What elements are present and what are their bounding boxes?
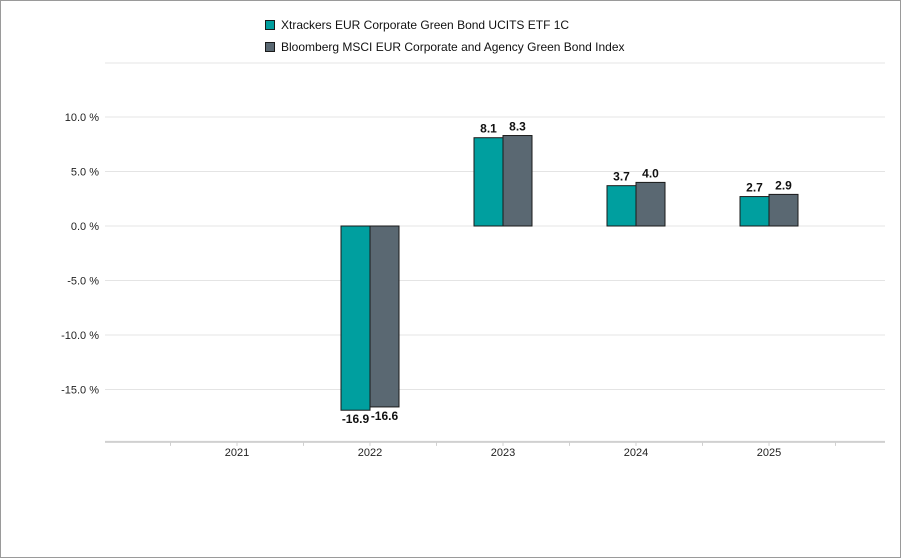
legend-label-index: Bloomberg MSCI EUR Corporate and Agency … bbox=[281, 40, 625, 54]
legend-swatch-etf bbox=[265, 20, 275, 30]
bar-series-0 bbox=[340, 225, 371, 411]
y-tick-label: -15.0 % bbox=[61, 385, 99, 397]
y-tick-label: -10.0 % bbox=[61, 330, 99, 342]
bar-series-0 bbox=[739, 196, 770, 227]
data-label: -16.6 bbox=[371, 409, 399, 423]
data-label: 3.7 bbox=[613, 170, 630, 184]
legend-item-etf: Xtrackers EUR Corporate Green Bond UCITS… bbox=[265, 18, 569, 32]
y-tick-label: 10.0 % bbox=[65, 112, 99, 124]
legend-label-etf: Xtrackers EUR Corporate Green Bond UCITS… bbox=[281, 18, 570, 32]
y-tick-label: 0.0 % bbox=[71, 221, 99, 233]
bar-series-0 bbox=[473, 137, 504, 227]
bar-series-1 bbox=[369, 225, 400, 408]
x-tick-label: 2023 bbox=[491, 447, 515, 459]
legend-item-index: Bloomberg MSCI EUR Corporate and Agency … bbox=[265, 40, 625, 54]
data-label: 4.0 bbox=[642, 166, 659, 180]
data-label: 8.3 bbox=[509, 120, 526, 134]
legend-swatch-index bbox=[265, 42, 275, 52]
bar-series-1 bbox=[502, 135, 533, 227]
x-tick-label: 2025 bbox=[757, 447, 781, 459]
bar-series-0 bbox=[606, 185, 637, 227]
data-label: 2.7 bbox=[746, 181, 763, 195]
data-label: 2.9 bbox=[775, 178, 792, 192]
y-tick-label: -5.0 % bbox=[67, 276, 99, 288]
x-tick-label: 2024 bbox=[624, 447, 648, 459]
data-label: 8.1 bbox=[480, 122, 497, 136]
bar-series-1 bbox=[768, 193, 799, 227]
x-tick-label: 2021 bbox=[225, 447, 249, 459]
bar-series-1 bbox=[635, 181, 666, 227]
x-tick-label: 2022 bbox=[358, 447, 382, 459]
y-tick-label: 5.0 % bbox=[71, 167, 99, 179]
data-label: -16.9 bbox=[342, 412, 370, 426]
